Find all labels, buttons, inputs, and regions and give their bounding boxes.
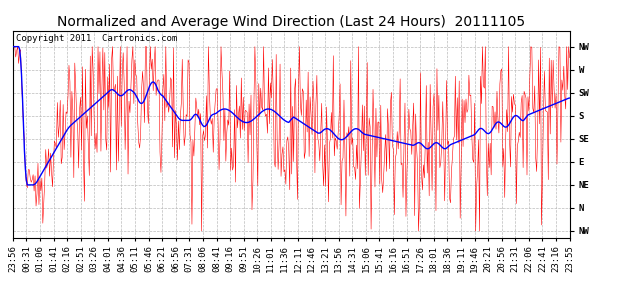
Title: Normalized and Average Wind Direction (Last 24 Hours)  20111105: Normalized and Average Wind Direction (L… — [57, 15, 525, 29]
Text: Copyright 2011  Cartronics.com: Copyright 2011 Cartronics.com — [15, 34, 177, 43]
